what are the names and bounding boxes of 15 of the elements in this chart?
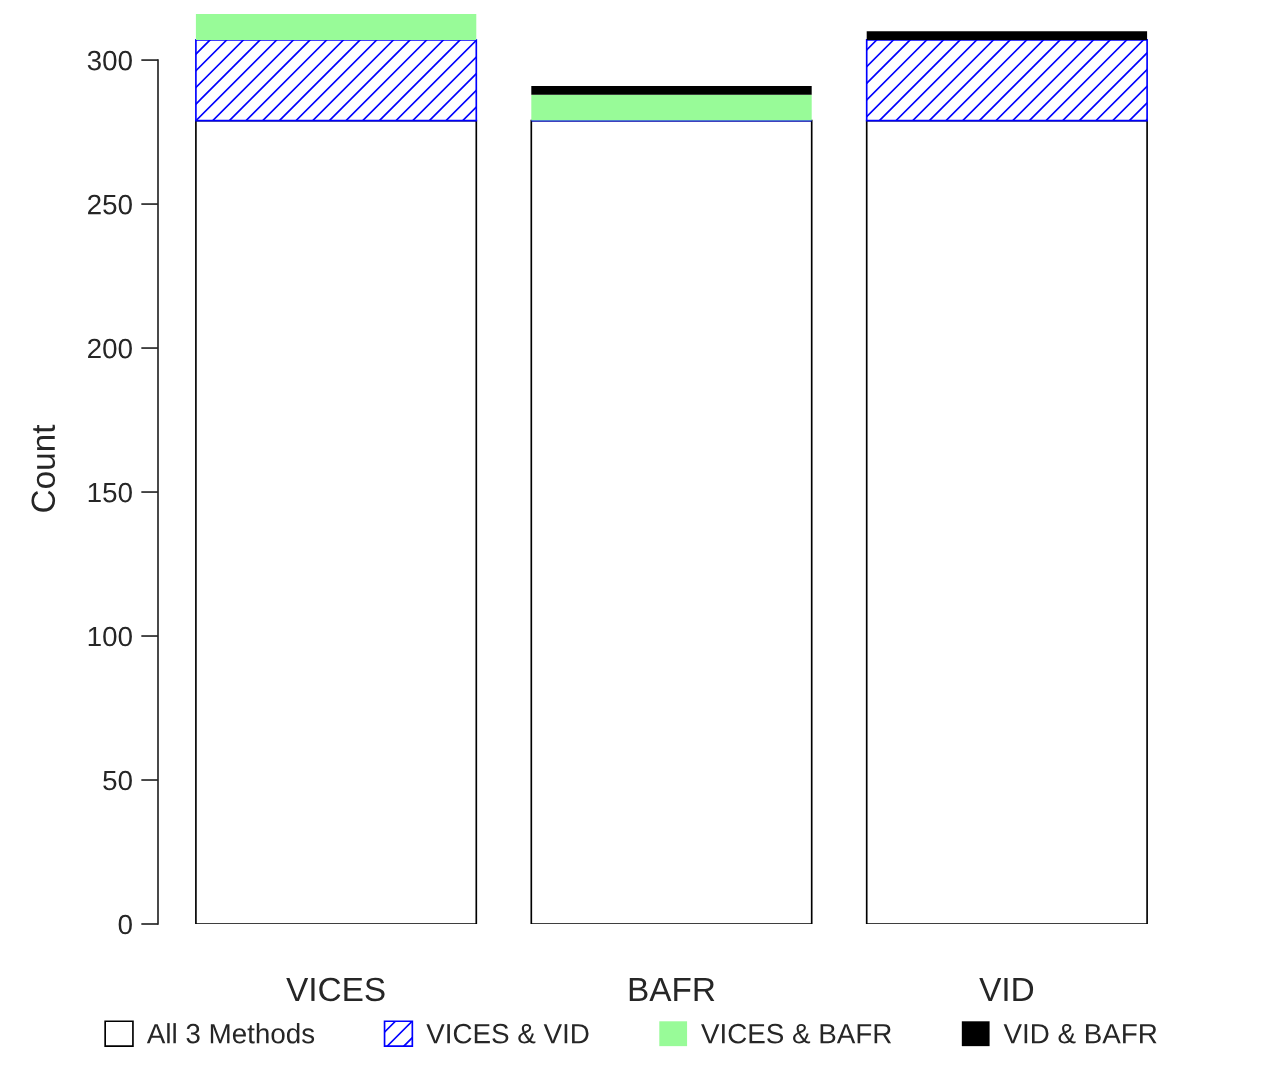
x-tick-label: VID <box>979 978 1034 1001</box>
x-tick-label: VICES <box>286 977 385 1002</box>
legend-label: VID & BAFR <box>1003 1024 1157 1044</box>
legend-label: VICES & BAFR <box>701 1023 892 1044</box>
x-tick-label: BAFR <box>629 978 715 1001</box>
legend-label: All 3 Methods <box>146 1023 315 1044</box>
y-tick-label: 300 <box>87 50 132 71</box>
y-tick-label: 250 <box>88 194 132 215</box>
y-tick-label: 0 <box>118 914 132 935</box>
y-tick-label: 200 <box>88 338 132 359</box>
y-tick-label: 50 <box>103 770 132 791</box>
y-axis-title: Count <box>31 424 56 512</box>
y-tick-label: 100 <box>88 626 132 647</box>
y-tick-label: 150 <box>88 482 132 503</box>
legend-label: VICES & VID <box>426 1023 589 1044</box>
